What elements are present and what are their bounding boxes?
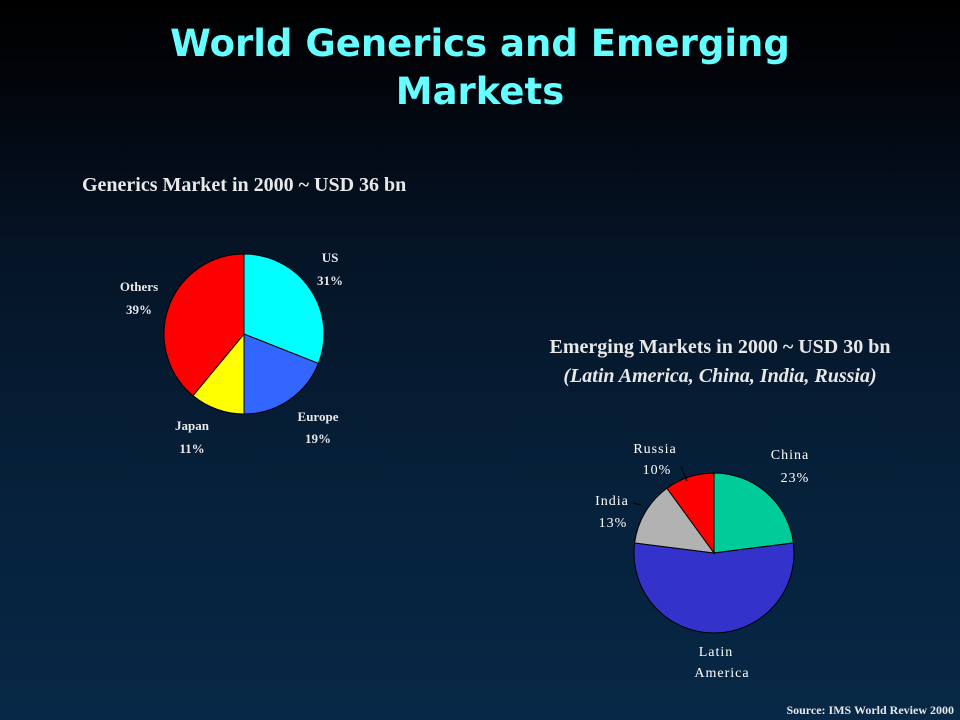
pie2-slice-china bbox=[713, 472, 794, 554]
generics-pie bbox=[163, 253, 325, 415]
pie2-label-china-name: China bbox=[771, 448, 809, 463]
pie2-label-latam-line2: America bbox=[694, 666, 749, 681]
pie2-slice-latin-america bbox=[633, 542, 795, 634]
emerging-pie bbox=[633, 472, 795, 634]
pie2-slice-russia bbox=[666, 472, 715, 555]
slide-title-line2: Markets bbox=[395, 70, 565, 113]
emerging-chart-title-block: Emerging Markets in 2000 ~ USD 30 bn (La… bbox=[520, 333, 920, 391]
source-note: Source: IMS World Review 2000 bbox=[786, 703, 954, 717]
pie1-label-europe-value: 19% bbox=[305, 431, 331, 446]
pie2-leader-india bbox=[632, 502, 642, 506]
pie1-label-us-name: US bbox=[322, 250, 339, 265]
pie1-slice-others bbox=[163, 253, 245, 397]
pie2-label-russia-name: Russia bbox=[633, 442, 676, 457]
generics-chart-title: Generics Market in 2000 ~ USD 36 bn bbox=[82, 174, 407, 196]
pie1-slice-europe bbox=[243, 333, 320, 415]
pie2-label-china-value: 23% bbox=[781, 471, 810, 486]
pie2-label-india-value: 13% bbox=[599, 516, 628, 531]
pie2-label-russia-value: 10% bbox=[643, 463, 672, 478]
emerging-chart-title: Emerging Markets in 2000 ~ USD 30 bn bbox=[549, 336, 891, 358]
pie1-label-others-value: 39% bbox=[126, 302, 152, 317]
pie2-leader-russia bbox=[680, 466, 688, 482]
pie1-label-us-value: 31% bbox=[317, 273, 343, 288]
pie2-label-latam-line1: Latin bbox=[699, 645, 734, 660]
slide-title: World Generics and Emerging Markets bbox=[0, 20, 960, 116]
pie2-slice-india bbox=[634, 487, 716, 554]
slide-title-line1: World Generics and Emerging bbox=[170, 22, 790, 65]
pie1-label-japan-value: 11% bbox=[179, 441, 204, 456]
pie1-label-japan-name: Japan bbox=[175, 418, 210, 433]
pie1-label-europe-name: Europe bbox=[298, 409, 339, 424]
pie1-label-others-name: Others bbox=[120, 279, 158, 294]
pie1-slice-us bbox=[243, 253, 325, 365]
pie2-label-india-name: India bbox=[595, 494, 629, 509]
emerging-chart-subtitle: (Latin America, China, India, Russia) bbox=[563, 365, 877, 387]
